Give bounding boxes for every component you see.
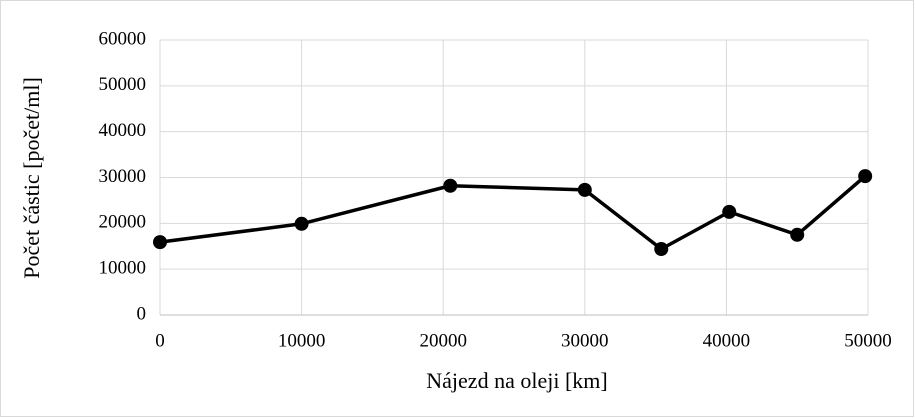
marker — [722, 204, 737, 219]
marker — [294, 216, 309, 231]
marker — [654, 242, 669, 256]
y-axis-label: Počet částic [počet/ml] — [19, 77, 44, 279]
y-tick-label: 30000 — [99, 166, 147, 187]
marker — [443, 178, 458, 193]
x-tick-label: 10000 — [278, 330, 326, 351]
marker — [858, 169, 873, 184]
y-tick-label: 20000 — [99, 212, 147, 233]
y-tick-label: 10000 — [99, 258, 147, 279]
x-tick-label: 40000 — [703, 330, 751, 351]
marker — [577, 182, 592, 197]
line — [159, 174, 867, 251]
marker — [153, 235, 167, 250]
x-tick-label: 0 — [155, 330, 165, 351]
x-axis-label: Nájezd na oleji [km] — [426, 368, 607, 393]
marker — [790, 227, 805, 242]
y-tick-label: 0 — [137, 303, 147, 324]
x-tick-label: 50000 — [844, 330, 892, 351]
y-tick-label: 60000 — [99, 28, 147, 49]
y-tick-label: 50000 — [99, 74, 147, 95]
y-tick-label: 40000 — [99, 120, 147, 141]
x-tick-label: 20000 — [419, 330, 467, 351]
x-tick-label: 30000 — [561, 330, 609, 351]
